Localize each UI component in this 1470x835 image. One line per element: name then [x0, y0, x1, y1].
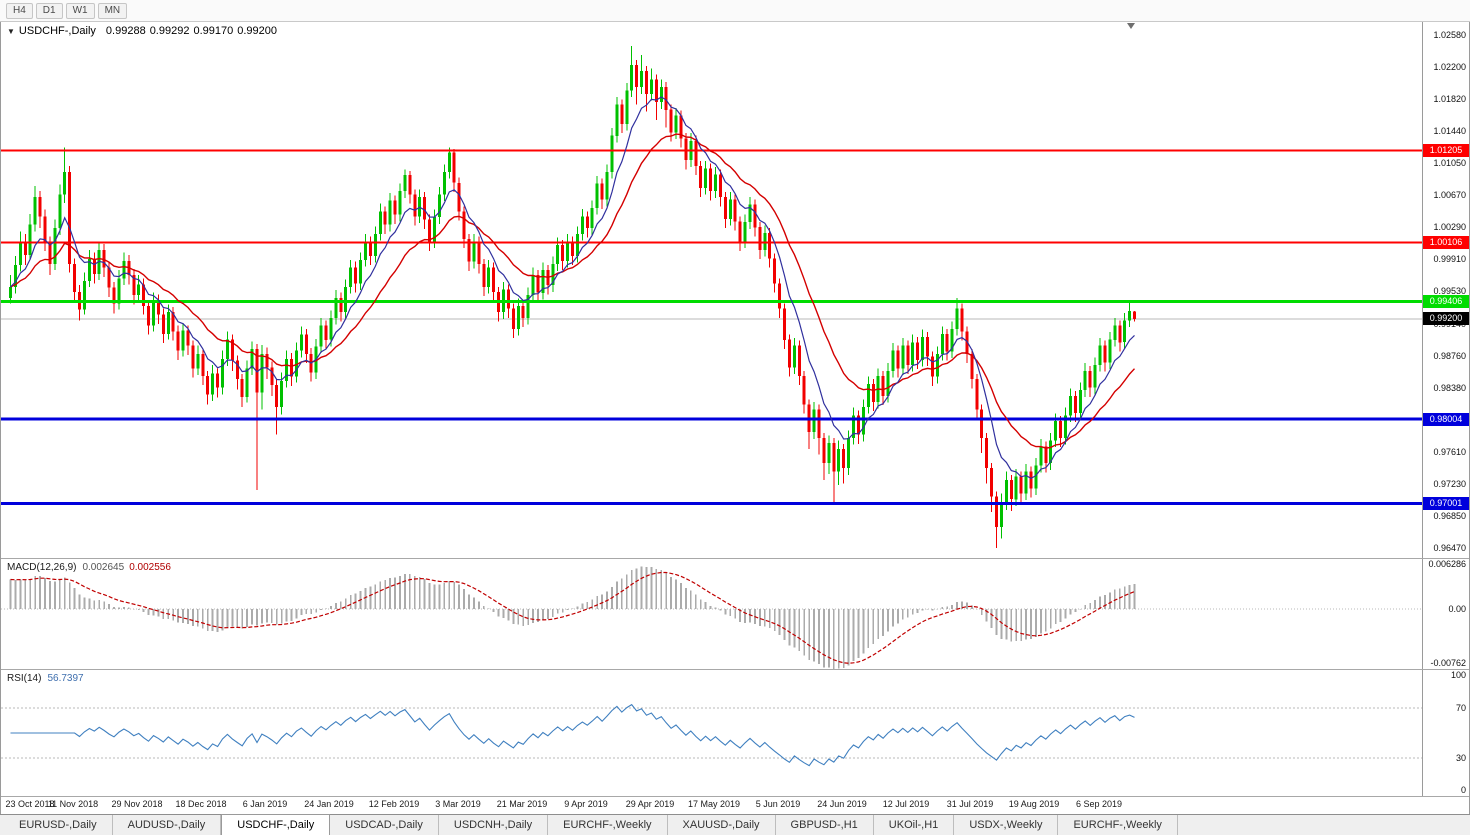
level-price-tag-0.97001: 0.97001: [1423, 497, 1469, 510]
ohlc-close: 0.99200: [237, 25, 277, 37]
price-tick-label: 1.00290: [1433, 222, 1466, 232]
date-tick-label: 6 Sep 2019: [1075, 799, 1123, 809]
rsi-readout: RSI(14) 56.7397: [7, 673, 84, 684]
timeframe-toolbar: H4 D1 W1 MN: [0, 0, 1470, 22]
symbol-tab-usdchf-daily[interactable]: USDCHF-,Daily: [221, 814, 331, 835]
panel-separator[interactable]: [1, 558, 1469, 559]
macd-canvas[interactable]: [1, 559, 1423, 669]
macd-tick-label: 0.006286: [1428, 559, 1466, 569]
date-tick-label: 12 Feb 2019: [368, 799, 420, 809]
price-tick-label: 1.01820: [1433, 94, 1466, 104]
date-tick-label: 9 Apr 2019: [564, 799, 608, 809]
chart-shift-marker-icon[interactable]: [1127, 23, 1135, 29]
symbol-tab-xauusd-daily[interactable]: XAUUSD-,Daily: [668, 815, 776, 835]
date-tick-label: 11 Nov 2018: [47, 799, 99, 809]
time-axis[interactable]: 23 Oct 2018 11 Nov 2018 29 Nov 2018 18 Dec …: [1, 797, 1469, 814]
price-tick-label: 0.97610: [1433, 447, 1466, 457]
date-tick-label: 5 Jun 2019: [755, 799, 801, 809]
macd-tick-label: -0.00762: [1430, 658, 1466, 668]
chart-ohlc-readout: ▼ USDCHF-,Daily 0.99288 0.99292 0.99170 0.992…: [7, 25, 281, 37]
price-tick-label: 0.99910: [1433, 254, 1466, 264]
price-tick-label: 1.02200: [1433, 62, 1466, 72]
ohlc-low: 0.99170: [193, 25, 234, 37]
ohlc-high: 0.99292: [149, 25, 190, 37]
macd-label: MACD(12,26,9): [7, 562, 77, 573]
timeframe-button-w1[interactable]: W1: [65, 2, 95, 19]
rsi-tick-label: 70: [1455, 703, 1466, 713]
panel-separator: [1, 796, 1469, 797]
symbol-tab-eurusd-daily[interactable]: EURUSD-,Daily: [4, 815, 113, 835]
price-tick-label: 1.01440: [1433, 126, 1466, 136]
symbol-tab-usdcad-daily[interactable]: USDCAD-,Daily: [330, 815, 439, 835]
timeframe-button-d1[interactable]: D1: [35, 2, 63, 19]
ma-slow-line: [10, 133, 1136, 449]
chart-dropdown-icon[interactable]: ▼: [7, 27, 15, 36]
rsi-tick-label: 0: [1460, 785, 1466, 795]
date-tick-label: 29 Nov 2018: [111, 799, 163, 809]
price-chart-panel[interactable]: ▼ USDCHF-,Daily 0.99288 0.99292 0.99170 0.992…: [1, 22, 1423, 558]
rsi-axis[interactable]: 100 70 30 0: [1422, 670, 1469, 796]
date-tick-label: 31 Jul 2019: [946, 799, 994, 809]
price-axis[interactable]: 1.02580 1.02200 1.01820 1.01440 1.01050 1.006…: [1422, 22, 1469, 558]
rsi-tick-label: 30: [1455, 753, 1466, 763]
macd-indicator-panel[interactable]: MACD(12,26,9) 0.002645 0.002556: [1, 559, 1423, 669]
price-tick-label: 0.98380: [1433, 383, 1466, 393]
timeframe-button-mn[interactable]: MN: [97, 2, 128, 19]
price-tick-label: 1.00670: [1433, 190, 1466, 200]
price-tick-label: 0.96850: [1433, 511, 1466, 521]
date-tick-label: 12 Jul 2019: [882, 799, 930, 809]
symbol-tab-ukoil-h1[interactable]: UKOil-,H1: [874, 815, 955, 835]
rsi-label: RSI(14): [7, 673, 42, 684]
ma-fast-line: [10, 96, 1135, 480]
level-price-tag-1.01205: 1.01205: [1423, 144, 1469, 157]
ohlc-open: 0.99288: [105, 25, 146, 37]
date-tick-label: 24 Jun 2019: [817, 799, 867, 809]
rsi-line: [10, 703, 1135, 767]
symbol-tab-usdx-weekly[interactable]: USDX-,Weekly: [954, 815, 1059, 835]
date-tick-label: 18 Dec 2018: [175, 799, 227, 809]
price-tick-label: 1.01050: [1433, 158, 1466, 168]
level-price-tag-1.00106: 1.00106: [1423, 236, 1469, 249]
symbol-tab-gbpusd-h1[interactable]: GBPUSD-,H1: [776, 815, 874, 835]
rsi-indicator-panel[interactable]: RSI(14) 56.7397: [1, 670, 1423, 796]
macd-signal-line: [10, 571, 1135, 664]
macd-value-signal: 0.002556: [129, 562, 171, 573]
macd-axis[interactable]: 0.006286 0.00 -0.00762: [1422, 559, 1469, 669]
price-tick-label: 0.98760: [1433, 351, 1466, 361]
rsi-value: 56.7397: [47, 673, 84, 684]
date-tick-label: 3 Mar 2019: [435, 799, 481, 809]
chart-tab-bar: EURUSD-,Daily AUDUSD-,Daily USDCHF-,Daily U…: [0, 814, 1470, 835]
symbol-tab-eurchf-weekly[interactable]: EURCHF-,Weekly: [548, 815, 668, 835]
symbol-tab-eurchf-weekly[interactable]: EURCHF-,Weekly: [1058, 815, 1178, 835]
panel-separator[interactable]: [1, 669, 1469, 670]
macd-readout: MACD(12,26,9) 0.002645 0.002556: [7, 562, 171, 573]
date-tick-label: 19 Aug 2019: [1008, 799, 1060, 809]
date-tick-label: 29 Apr 2019: [625, 799, 675, 809]
rsi-tick-label: 100: [1450, 670, 1466, 680]
macd-tick-label: 0.00: [1448, 604, 1466, 614]
symbol-tab-usdcnh-daily[interactable]: USDCNH-,Daily: [439, 815, 549, 835]
macd-value-main: 0.002645: [82, 562, 125, 573]
rsi-canvas[interactable]: [1, 670, 1423, 796]
symbol-tab-audusd-daily[interactable]: AUDUSD-,Daily: [113, 815, 222, 835]
price-tick-label: 0.97230: [1433, 479, 1466, 489]
current-price-tag: 0.99200: [1423, 312, 1469, 325]
candlestick-canvas[interactable]: [1, 22, 1423, 558]
chart-window: ▼ USDCHF-,Daily 0.99288 0.99292 0.99170 0.992…: [0, 22, 1470, 814]
date-tick-label: 6 Jan 2019: [242, 799, 288, 809]
date-tick-label: 17 May 2019: [687, 799, 741, 809]
timeframe-button-h4[interactable]: H4: [6, 2, 33, 19]
price-tick-label: 0.96470: [1433, 543, 1466, 553]
date-tick-label: 24 Jan 2019: [304, 799, 354, 809]
chart-symbol-label: USDCHF-,Daily: [18, 25, 96, 37]
date-tick-label: 23 Oct 2018: [5, 799, 55, 809]
price-tick-label: 0.99530: [1433, 286, 1466, 296]
date-tick-label: 21 Mar 2019: [496, 799, 548, 809]
price-tick-label: 1.02580: [1433, 30, 1466, 40]
level-price-tag-0.99406: 0.99406: [1423, 295, 1469, 308]
level-price-tag-0.98004: 0.98004: [1423, 413, 1469, 426]
